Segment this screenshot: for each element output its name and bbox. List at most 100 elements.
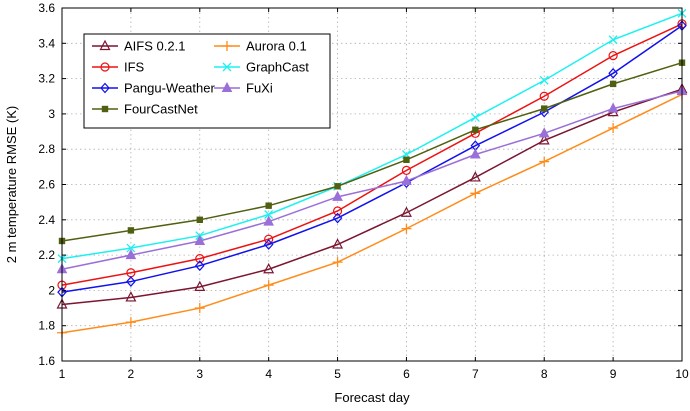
y-tick-label: 2	[48, 283, 55, 297]
legend-label: FourCastNet	[124, 102, 198, 117]
data-point	[263, 280, 274, 291]
y-tick-label: 2.8	[38, 142, 55, 156]
series-line	[61, 23, 683, 286]
data-point	[196, 216, 203, 223]
data-point	[125, 249, 137, 260]
legend-item: Aurora 0.1	[214, 39, 307, 54]
y-tick-label: 1.8	[38, 319, 55, 333]
y-axis-title: 2 m temperature RMSE (K)	[4, 106, 19, 264]
x-tick-label: 10	[675, 367, 689, 381]
series-group	[56, 8, 688, 338]
data-point	[263, 239, 274, 250]
y-tick-label: 1.6	[38, 354, 55, 368]
legend-marker	[100, 82, 110, 94]
x-tick-label: 3	[196, 367, 203, 381]
legend-marker	[221, 81, 233, 92]
data-point	[470, 112, 480, 122]
data-point	[265, 202, 272, 209]
legend-item: AIFS 0.2.1	[92, 39, 185, 54]
y-tick-label: 2.2	[38, 248, 55, 262]
series-line	[61, 90, 683, 270]
data-point	[400, 206, 412, 217]
legend-label: IFS	[124, 60, 145, 75]
data-point	[541, 105, 548, 112]
y-tick-label: 3.2	[38, 72, 55, 86]
legend-item: Pangu-Weather	[92, 81, 215, 96]
series-line	[61, 93, 683, 334]
data-point	[472, 126, 479, 133]
data-point	[127, 227, 135, 234]
legend-marker	[99, 39, 111, 51]
y-tick-label: 3.6	[38, 1, 55, 15]
data-point	[608, 51, 618, 61]
legend-item: FourCastNet	[92, 102, 198, 117]
data-point	[126, 276, 136, 287]
data-point	[263, 215, 274, 226]
data-point	[264, 234, 274, 244]
x-tick-label: 8	[541, 367, 548, 381]
legend-item: GraphCast	[214, 60, 309, 75]
data-point	[332, 212, 343, 224]
x-tick-label: 5	[334, 367, 341, 381]
data-point	[538, 134, 550, 145]
legend-label: Aurora 0.1	[246, 39, 307, 54]
legend-marker	[101, 105, 109, 113]
legend-label: AIFS 0.2.1	[124, 39, 185, 54]
series-line	[61, 25, 683, 293]
data-point	[401, 223, 412, 234]
data-point	[194, 260, 205, 272]
data-point	[125, 291, 137, 302]
data-point	[608, 35, 618, 45]
data-point	[332, 190, 343, 201]
axis-ticks: 1 2 3 4 5 6 7 8 9 10 1.6 1.8 2 2.2 2.4 2.6 2.8 3 3.2 3.4 3.6	[38, 1, 689, 381]
y-tick-label: 3	[48, 107, 55, 121]
legend-box	[83, 33, 331, 129]
x-tick-label: 2	[128, 367, 135, 381]
x-tick-label: 7	[472, 367, 479, 381]
data-point	[538, 127, 550, 138]
data-point	[401, 174, 412, 185]
legend-label: GraphCast	[246, 60, 309, 75]
series-line	[61, 61, 683, 242]
data-point	[469, 171, 481, 182]
data-point	[332, 238, 344, 249]
legend-marker	[222, 62, 232, 72]
x-tick-label: 1	[59, 367, 66, 381]
data-point	[263, 262, 275, 274]
series-line	[61, 12, 683, 260]
legend-label: FuXi	[246, 81, 273, 96]
data-point	[609, 80, 617, 88]
legend-item: IFS	[92, 60, 145, 75]
data-point	[194, 234, 206, 245]
data-point	[332, 206, 343, 216]
data-point	[194, 303, 205, 314]
x-axis-title: Forecast day	[334, 390, 410, 405]
y-tick-label: 3.4	[38, 36, 55, 50]
data-point	[470, 188, 481, 199]
legend-marker	[100, 62, 110, 72]
data-point	[126, 243, 136, 253]
data-point	[195, 254, 205, 264]
data-point	[607, 102, 619, 113]
series-aurora-0-1	[57, 89, 687, 338]
x-tick-label: 9	[610, 367, 617, 381]
data-point	[470, 148, 481, 159]
data-point	[403, 156, 410, 163]
series-aifs-0-2-1	[56, 82, 688, 309]
data-point	[332, 257, 343, 268]
legend-item: FuXi	[214, 81, 273, 96]
x-tick-label: 6	[403, 367, 410, 381]
data-point	[264, 210, 274, 219]
legend-label: Pangu-Weather	[124, 81, 215, 96]
data-point	[334, 183, 341, 190]
data-point	[401, 165, 412, 175]
data-point	[608, 67, 618, 79]
legend: AIFS 0.2.1 Aurora 0.1 IFS GraphCast Pangu-We…	[83, 33, 331, 129]
legend-marker	[222, 41, 232, 51]
data-point	[539, 156, 550, 167]
y-tick-label: 2.6	[38, 178, 55, 192]
data-point	[125, 317, 136, 328]
x-tick-label: 4	[265, 367, 272, 381]
data-point	[539, 91, 549, 101]
